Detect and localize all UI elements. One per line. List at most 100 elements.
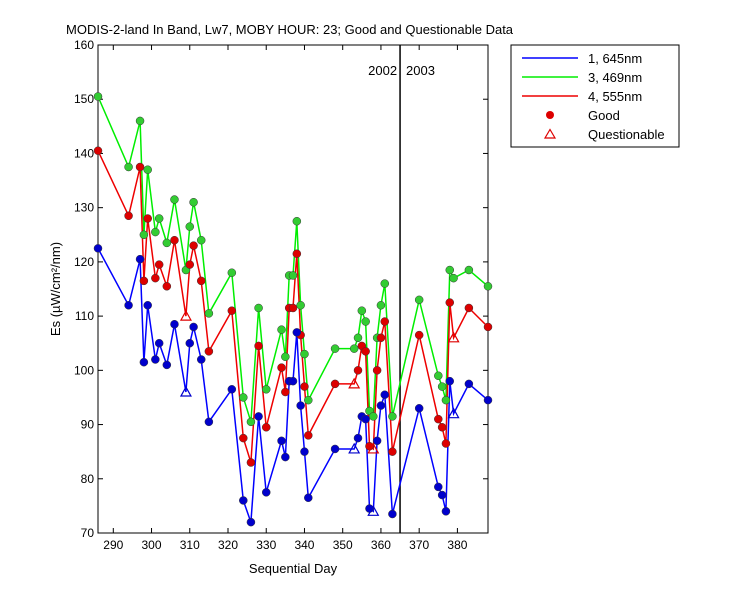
y-tick-label-130: 130 [74,201,94,215]
point-3-469nm-40 [437,382,447,391]
point-4-555nm-17 [254,341,263,351]
point-4-555nm-31 [361,347,370,356]
point-3-469nm-23 [292,216,302,226]
point-questionable-4-555nm-33 [367,442,380,454]
point-1-645nm-34 [372,436,382,446]
point-1-645nm-31 [361,414,370,424]
point-3-469nm-25 [300,349,309,359]
point-4-555nm-27 [330,379,340,389]
point-4-555nm-42 [445,298,455,307]
point-3-469nm-26 [304,395,313,405]
point-4-555nm-35 [376,333,386,343]
x-tick-label-330: 330 [256,538,276,552]
year-label-2003: 2003 [406,63,435,78]
point-1-645nm-42 [445,376,455,386]
series-line-4-555nm [97,150,489,463]
y-tick-label-80: 80 [81,472,95,486]
point-1-645nm-8 [170,319,179,329]
point-3-469nm-33 [369,412,378,421]
point-1-645nm-15 [239,496,248,505]
point-1-645nm-4 [143,301,152,310]
y-tick-label-110: 110 [75,309,94,323]
point-4-555nm-0 [93,146,103,155]
legend-label-good: Good [588,108,620,123]
point-3-469nm-35 [376,301,386,310]
x-tick-label-310: 310 [180,538,200,552]
point-1-645nm-0 [93,244,103,253]
point-3-469nm-2 [135,116,145,126]
point-questionable-1-645nm-43 [447,407,460,419]
legend: 1, 645nm 3, 469nm 4, 555nm Good Question… [510,44,680,148]
point-3-469nm-39 [434,371,443,381]
point-1-645nm-36 [380,390,390,399]
point-questionable-1-645nm-33 [367,505,380,516]
x-tick-label-300: 300 [142,538,162,552]
point-3-469nm-29 [353,333,363,343]
series-line-1-645nm [97,247,489,523]
point-4-555nm-20 [281,387,290,397]
x-axis: 290 300 310 320 330 340 350 360 370 380 [103,45,468,552]
series-line-3-469nm [97,96,489,423]
point-1-645nm-45 [483,395,493,405]
point-4-555nm-40 [437,423,447,432]
year-label-2002: 2002 [368,63,397,78]
point-1-645nm-16 [246,517,256,527]
point-3-469nm-13 [204,309,214,318]
series-markers [93,92,493,527]
point-1-645nm-39 [434,482,443,492]
point-4-555nm-44 [464,303,474,313]
x-tick-label-340: 340 [294,538,314,552]
point-3-469nm-17 [254,303,263,313]
point-3-469nm-36 [380,279,390,288]
point-1-645nm-3 [139,357,149,367]
point-4-555nm-4 [143,214,152,223]
point-1-645nm-17 [254,412,263,421]
point-3-469nm-1 [124,162,133,172]
point-questionable-4-555nm-28 [348,377,361,389]
point-3-469nm-3 [139,230,149,240]
point-questionable-1-645nm-9 [179,385,192,397]
point-3-469nm-44 [464,265,474,275]
point-3-469nm-11 [189,197,198,207]
point-4-555nm-22 [288,303,298,313]
point-4-555nm-45 [483,322,493,332]
y-tick-label-150: 150 [74,92,94,106]
point-1-645nm-25 [300,447,309,456]
x-axis-title: Sequential Day [249,561,338,576]
point-3-469nm-37 [388,412,397,421]
point-3-469nm-18 [261,385,271,394]
point-4-555nm-12 [196,276,206,286]
point-1-645nm-5 [151,355,160,364]
point-1-645nm-41 [441,507,451,516]
point-questionable-4-555nm-43 [447,331,460,343]
point-3-469nm-4 [143,165,152,174]
y-tick-label-90: 90 [81,418,95,432]
point-1-645nm-37 [388,509,397,519]
point-3-469nm-45 [483,282,493,291]
point-3-469nm-19 [277,325,286,334]
x-tick-label-380: 380 [447,538,467,552]
legend-label-469nm: 3, 469nm [588,70,642,85]
point-questionable-1-645nm-28 [348,442,361,454]
point-4-555nm-14 [227,306,237,315]
point-1-645nm-2 [135,254,145,264]
point-1-645nm-22 [288,376,298,386]
point-4-555nm-19 [277,363,286,372]
point-4-555nm-7 [162,282,172,291]
point-4-555nm-36 [380,317,390,326]
point-4-555nm-6 [154,260,164,269]
legend-good-marker [546,111,554,119]
point-4-555nm-10 [185,260,195,269]
y-tick-label-70: 70 [81,526,95,540]
point-4-555nm-26 [304,431,313,440]
point-4-555nm-39 [434,414,443,424]
point-1-645nm-23 [292,328,302,337]
point-3-469nm-28 [349,344,359,353]
point-1-645nm-24 [296,401,305,410]
point-3-469nm-16 [246,417,256,427]
point-3-469nm-7 [162,238,172,248]
point-3-469nm-20 [281,352,290,362]
x-tick-label-350: 350 [333,538,353,552]
point-1-645nm-35 [376,401,386,410]
